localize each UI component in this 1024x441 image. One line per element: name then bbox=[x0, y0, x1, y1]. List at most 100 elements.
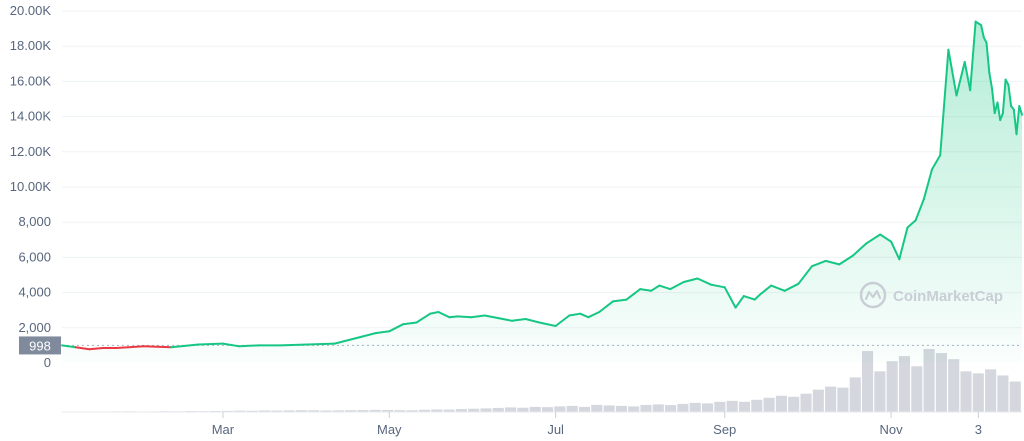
volume-bar bbox=[800, 393, 812, 412]
price-line-segment bbox=[470, 314, 486, 319]
volume-bar bbox=[948, 359, 960, 412]
price-line-segment bbox=[625, 288, 642, 301]
price-line-segment bbox=[587, 311, 601, 319]
reference-label: 998 bbox=[29, 338, 51, 353]
price-line-segment bbox=[1018, 105, 1023, 116]
x-tick-label: Jul bbox=[547, 422, 564, 437]
price-line-segment bbox=[991, 87, 996, 115]
price-line-segment bbox=[88, 347, 104, 351]
volume-bar bbox=[345, 410, 357, 412]
price-line-segment bbox=[682, 277, 699, 283]
price-line-segment bbox=[890, 240, 901, 261]
volume-bar bbox=[258, 410, 271, 412]
price-line-segment bbox=[1001, 78, 1007, 115]
price-line-segment bbox=[1007, 83, 1013, 107]
price-line-segment bbox=[197, 342, 224, 346]
price-line-segment bbox=[333, 335, 363, 345]
watermark-text: CoinMarketCap bbox=[893, 288, 1003, 305]
volume-bar bbox=[455, 409, 467, 412]
x-tick-label: Mar bbox=[212, 422, 235, 437]
volume-bar bbox=[591, 404, 603, 412]
price-line-segment bbox=[797, 265, 813, 285]
volume-bar bbox=[911, 366, 923, 412]
price-line-segment bbox=[906, 219, 917, 229]
price-line-segment bbox=[524, 318, 541, 324]
volume-bar bbox=[517, 407, 529, 412]
price-line-segment bbox=[838, 254, 854, 266]
y-tick-label: 0 bbox=[44, 355, 51, 370]
volume-bar bbox=[763, 397, 775, 412]
volume-bar bbox=[578, 406, 591, 412]
price-line-segment bbox=[497, 317, 513, 322]
volume-bar bbox=[443, 409, 455, 412]
volume-bar bbox=[1009, 381, 1021, 412]
volume-bar bbox=[406, 410, 418, 412]
price-line-segment bbox=[448, 315, 459, 319]
price-line-segment bbox=[851, 242, 868, 257]
price-line-segment bbox=[554, 314, 571, 327]
price-line-segment bbox=[238, 344, 260, 348]
volume-bar bbox=[849, 377, 861, 412]
price-line-segment bbox=[437, 311, 451, 319]
x-tick-label: Sep bbox=[713, 422, 736, 437]
price-line-segment bbox=[361, 332, 377, 338]
price-line-segment bbox=[753, 293, 762, 301]
volume-bar bbox=[738, 401, 751, 412]
volume-bar bbox=[862, 351, 874, 412]
reference-label-box bbox=[19, 336, 61, 355]
price-line-segment bbox=[74, 346, 91, 351]
price-line-segment bbox=[696, 277, 713, 286]
x-tick-label: May bbox=[377, 422, 402, 437]
price-line-segment bbox=[742, 295, 756, 301]
price-line-segment bbox=[898, 226, 909, 261]
reference-line: 998 bbox=[19, 336, 1022, 355]
y-tick-label: 6,000 bbox=[18, 249, 51, 264]
volume-bar bbox=[628, 406, 640, 412]
y-tick-label: 2,000 bbox=[18, 320, 51, 335]
price-line-segment bbox=[142, 345, 173, 349]
price-line-segment bbox=[710, 283, 726, 289]
coinmarketcap-logo-icon bbox=[859, 281, 887, 309]
price-line-segment bbox=[669, 281, 685, 291]
volume-bar bbox=[505, 407, 517, 412]
volume-bar bbox=[788, 396, 800, 412]
y-tick-label: 4,000 bbox=[18, 285, 51, 300]
price-line-segment bbox=[511, 318, 527, 322]
price-line-segment bbox=[279, 343, 309, 347]
price-line-segment bbox=[999, 112, 1004, 122]
volume-bar bbox=[665, 405, 677, 412]
price-line-segment bbox=[811, 259, 827, 268]
price-line-segment bbox=[969, 20, 977, 92]
price-line-segment bbox=[985, 41, 991, 74]
volume-bar bbox=[825, 386, 837, 412]
price-line-segment bbox=[61, 344, 77, 349]
volume-bar bbox=[677, 403, 689, 412]
volume-bar bbox=[898, 356, 911, 412]
price-line-segment bbox=[598, 300, 614, 313]
volume-bar bbox=[542, 407, 554, 412]
volume-bar bbox=[603, 405, 615, 412]
volume-bar bbox=[960, 371, 972, 412]
volume-bar bbox=[246, 410, 258, 412]
price-line-segment bbox=[639, 288, 653, 292]
volume-bar bbox=[234, 410, 246, 412]
price-line-segment bbox=[988, 71, 993, 90]
price-line-segment bbox=[221, 342, 241, 348]
volume-bar bbox=[775, 395, 787, 412]
volume-bars bbox=[62, 349, 1022, 413]
volume-bar bbox=[480, 408, 492, 412]
price-line-segment bbox=[996, 101, 1002, 122]
y-tick-label: 12.00K bbox=[10, 144, 52, 159]
price-line-segment bbox=[947, 48, 958, 97]
volume-bar bbox=[702, 403, 714, 412]
price-area-fill bbox=[62, 21, 1022, 363]
price-line-segment bbox=[170, 343, 200, 349]
price-line-segment bbox=[115, 345, 145, 349]
price-line-segment bbox=[483, 314, 500, 320]
y-tick-label: 8,000 bbox=[18, 214, 51, 229]
price-line-segment bbox=[824, 259, 841, 266]
price-line-segment bbox=[374, 330, 391, 335]
price-line-segment bbox=[456, 315, 473, 319]
y-tick-label: 18.00K bbox=[10, 38, 52, 53]
